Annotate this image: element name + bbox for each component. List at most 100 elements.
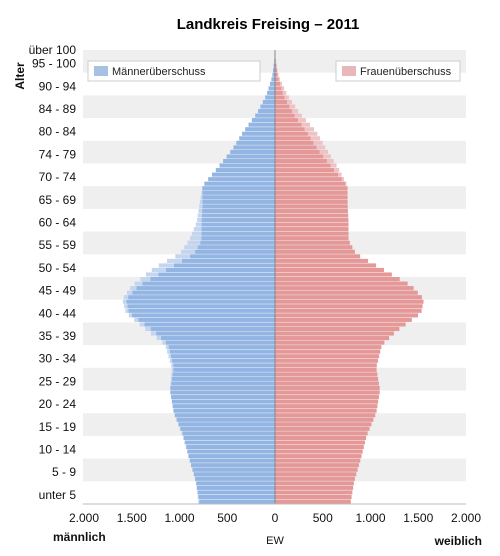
female-surplus-bar: [276, 64, 277, 68]
female-bar: [275, 400, 378, 404]
male-bar: [258, 109, 275, 113]
male-bar: [230, 150, 275, 154]
female-bar: [275, 459, 360, 463]
female-surplus-bar: [305, 127, 314, 131]
male-bar: [127, 304, 275, 308]
male-surplus-bar: [170, 359, 172, 363]
male-bar: [161, 336, 275, 340]
male-bar: [132, 313, 275, 317]
male-surplus-bar: [167, 350, 170, 354]
y-tick-label: 5 - 9: [52, 465, 76, 479]
male-bar: [202, 191, 275, 195]
female-bar: [275, 427, 370, 431]
male-surplus-bar: [171, 377, 172, 381]
male-surplus-bar: [166, 345, 169, 349]
male-bar: [150, 277, 275, 281]
female-bar: [275, 263, 376, 267]
male-surplus-bar: [171, 363, 173, 367]
left-axis-label: männlich: [53, 530, 106, 544]
y-tick-label: 10 - 14: [39, 443, 77, 457]
male-bar: [175, 413, 275, 417]
male-surplus-bar: [180, 427, 181, 431]
female-surplus-bar: [308, 132, 317, 136]
y-tick-label: über 100: [29, 43, 77, 57]
female-bar: [275, 272, 392, 276]
female-bar: [275, 386, 380, 390]
female-bar: [275, 254, 360, 258]
female-surplus-bar: [290, 104, 296, 108]
female-bar: [275, 173, 338, 177]
y-tick-label: 90 - 94: [39, 79, 77, 93]
female-bar: [275, 182, 346, 186]
female-bar: [275, 191, 348, 195]
male-surplus-bar: [140, 322, 145, 326]
male-bar: [198, 245, 275, 249]
male-bar: [194, 472, 275, 476]
female-bar: [275, 123, 302, 127]
female-bar: [275, 227, 349, 231]
male-bar: [269, 86, 275, 90]
male-bar: [255, 114, 275, 118]
male-bar: [166, 341, 275, 345]
female-surplus-bar: [334, 168, 339, 172]
female-bar: [275, 177, 342, 181]
male-bar: [201, 232, 275, 236]
male-surplus-bar: [198, 213, 202, 217]
male-bar: [188, 454, 275, 458]
male-bar: [245, 127, 275, 131]
female-surplus-bar: [277, 68, 278, 72]
female-surplus-bar: [342, 177, 344, 181]
legend-male: Männerüberschuss: [88, 61, 260, 81]
y-tick-label: 80 - 84: [39, 125, 77, 139]
female-bar: [275, 91, 283, 95]
male-surplus-bar: [196, 223, 202, 227]
female-bar: [275, 445, 364, 449]
female-surplus-bar: [338, 173, 342, 177]
female-bar: [275, 422, 371, 426]
male-surplus-bar: [157, 336, 161, 340]
male-bar: [187, 450, 275, 454]
female-bar: [275, 204, 348, 208]
female-bar: [275, 164, 331, 168]
male-surplus-bar: [124, 295, 128, 299]
male-bar: [199, 499, 275, 503]
male-bar: [198, 495, 275, 499]
male-bar: [223, 159, 275, 163]
male-surplus-bar: [130, 286, 136, 290]
male-bar: [151, 327, 275, 331]
male-surplus-bar: [197, 218, 202, 222]
female-surplus-bar: [314, 141, 323, 145]
female-bar: [275, 291, 418, 295]
female-bar: [275, 350, 380, 354]
male-bar: [186, 445, 275, 449]
male-bar: [196, 481, 275, 485]
female-surplus-bar: [279, 77, 280, 81]
right-axis-label: weiblich: [434, 534, 482, 548]
male-bar: [191, 463, 275, 467]
y-tick-label: 70 - 74: [39, 170, 77, 184]
female-bar: [275, 95, 285, 99]
male-bar: [270, 82, 275, 86]
male-surplus-bar: [201, 191, 202, 195]
male-bar: [208, 177, 275, 181]
female-bar: [275, 404, 377, 408]
y-tick-label: 84 - 89: [39, 102, 77, 116]
male-bar: [185, 440, 275, 444]
male-surplus-bar: [175, 254, 189, 258]
y-tick-label: 30 - 34: [39, 352, 77, 366]
male-bar: [177, 418, 275, 422]
female-surplus-bar: [311, 136, 320, 140]
male-bar: [201, 223, 275, 227]
female-surplus-bar: [323, 154, 331, 158]
male-bar: [216, 168, 275, 172]
male-bar: [236, 141, 275, 145]
legend-male-swatch: [94, 66, 108, 76]
female-bar: [275, 159, 327, 163]
male-bar: [192, 468, 275, 472]
female-bar: [275, 454, 362, 458]
male-bar: [182, 259, 275, 263]
male-surplus-bar: [198, 495, 199, 499]
female-surplus-bar: [285, 95, 289, 99]
female-bar: [275, 341, 384, 345]
